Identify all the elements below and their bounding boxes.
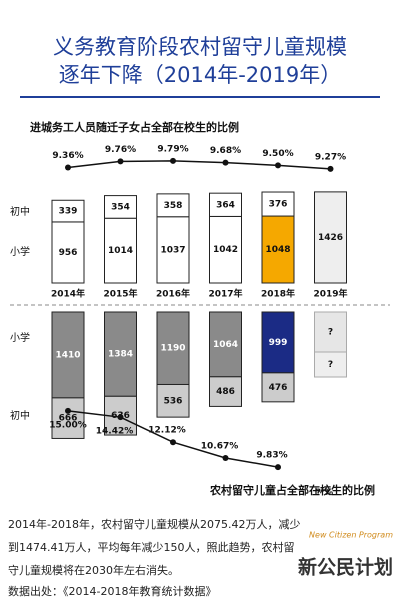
data-label: 9.36% [52,151,83,161]
footer-text: 守儿童规模将在2030年左右消失。 [8,563,179,577]
data-label: 1064 [213,340,238,350]
data-label: 1048 [265,245,290,255]
x-tick-label: 2019年 [313,288,347,300]
data-label: 999 [269,338,288,348]
x-tick-label: 2017年 [208,288,242,300]
data-label: 364 [216,200,235,210]
chart-title: 进城务工人员随迁子女占全部在校生的比例 [30,120,239,134]
data-label: 358 [164,201,183,211]
bar-segment [209,311,242,378]
logo: 新公民计划 [298,556,393,579]
data-label: 476 [269,383,288,393]
bar-segment [51,311,85,399]
data-label: 9.76% [105,145,136,155]
data-label: ? [328,328,333,338]
bar-segment [51,221,85,284]
bar-segment [261,311,295,374]
bar-segment [261,215,295,284]
chart-title: 农村留守儿童占全部在校生的比例 [209,483,375,497]
bar-segment [104,195,137,219]
point [275,162,281,169]
bar-segment [261,372,295,403]
data-label: 536 [164,396,183,406]
bar-segment [209,376,242,407]
bar-segment [314,191,347,284]
data-label: 339 [59,207,78,217]
logo-sub: New Citizen Program [309,531,393,540]
point [275,464,281,471]
bar-segment [51,199,85,223]
data-label: 1014 [108,246,133,256]
bar-segment [314,351,347,378]
data-label: 9.27% [315,152,346,162]
legend-label: 小学 [10,331,30,344]
data-label: ? % [316,488,333,498]
bar-segment [51,397,85,439]
title: 逐年下降（2014年-2019年） [59,63,341,87]
footer-text: 到1474.41万人，平均每年减少150人，照此趋势，农村留 [8,540,294,554]
bar-segment [156,311,190,385]
x-tick-label: 2018年 [261,288,295,300]
x-tick-label: 2016年 [156,288,190,300]
x-tick-label: 2014年 [51,288,85,300]
data-label: 9.83% [256,451,287,461]
data-label: 1384 [108,350,133,360]
legend-label: 初中 [10,205,30,218]
footer-text: 2014年-2018年，农村留守儿童规模从2075.42万人，减少 [8,517,300,531]
data-label: 1190 [160,344,185,354]
data-label: 9.50% [262,149,293,159]
bar-segment [104,311,137,397]
footer-text: 数据出处：《2014-2018年教育统计数据》 [8,584,216,598]
data-label: 1426 [318,233,343,243]
data-label: 354 [111,202,130,212]
bar-segment [156,193,190,218]
point [327,165,334,172]
data-label: ? [328,360,333,370]
legend-label: 小学 [10,245,30,258]
bar-segment [104,217,137,284]
data-label: 376 [269,200,288,210]
point [170,157,176,164]
data-label: 666 [59,414,78,424]
data-label: 1042 [213,245,238,255]
data-label: 9.79% [157,144,188,154]
point [222,159,229,166]
data-label: 12.12% [148,426,186,436]
data-label: 9.68% [210,146,241,156]
data-label: 486 [216,387,235,397]
data-label: 1037 [160,245,185,255]
point [222,454,229,461]
bar-segment [261,191,295,217]
point [65,164,71,171]
point [117,158,124,165]
data-label: 14.42% [96,427,134,437]
x-tick-label: 2015年 [103,288,137,300]
data-label: 10.67% [201,441,239,451]
point [170,439,176,446]
bar-segment [156,383,190,418]
data-label: 956 [59,248,78,258]
data-label: 15.00% [49,420,87,430]
data-label: 1410 [55,350,80,360]
point [65,407,71,414]
bar-segment [209,192,242,217]
point [117,414,124,421]
legend-label: 初中 [10,409,30,422]
title: 义务教育阶段农村留守儿童规模 [53,35,347,59]
line [67,160,331,170]
